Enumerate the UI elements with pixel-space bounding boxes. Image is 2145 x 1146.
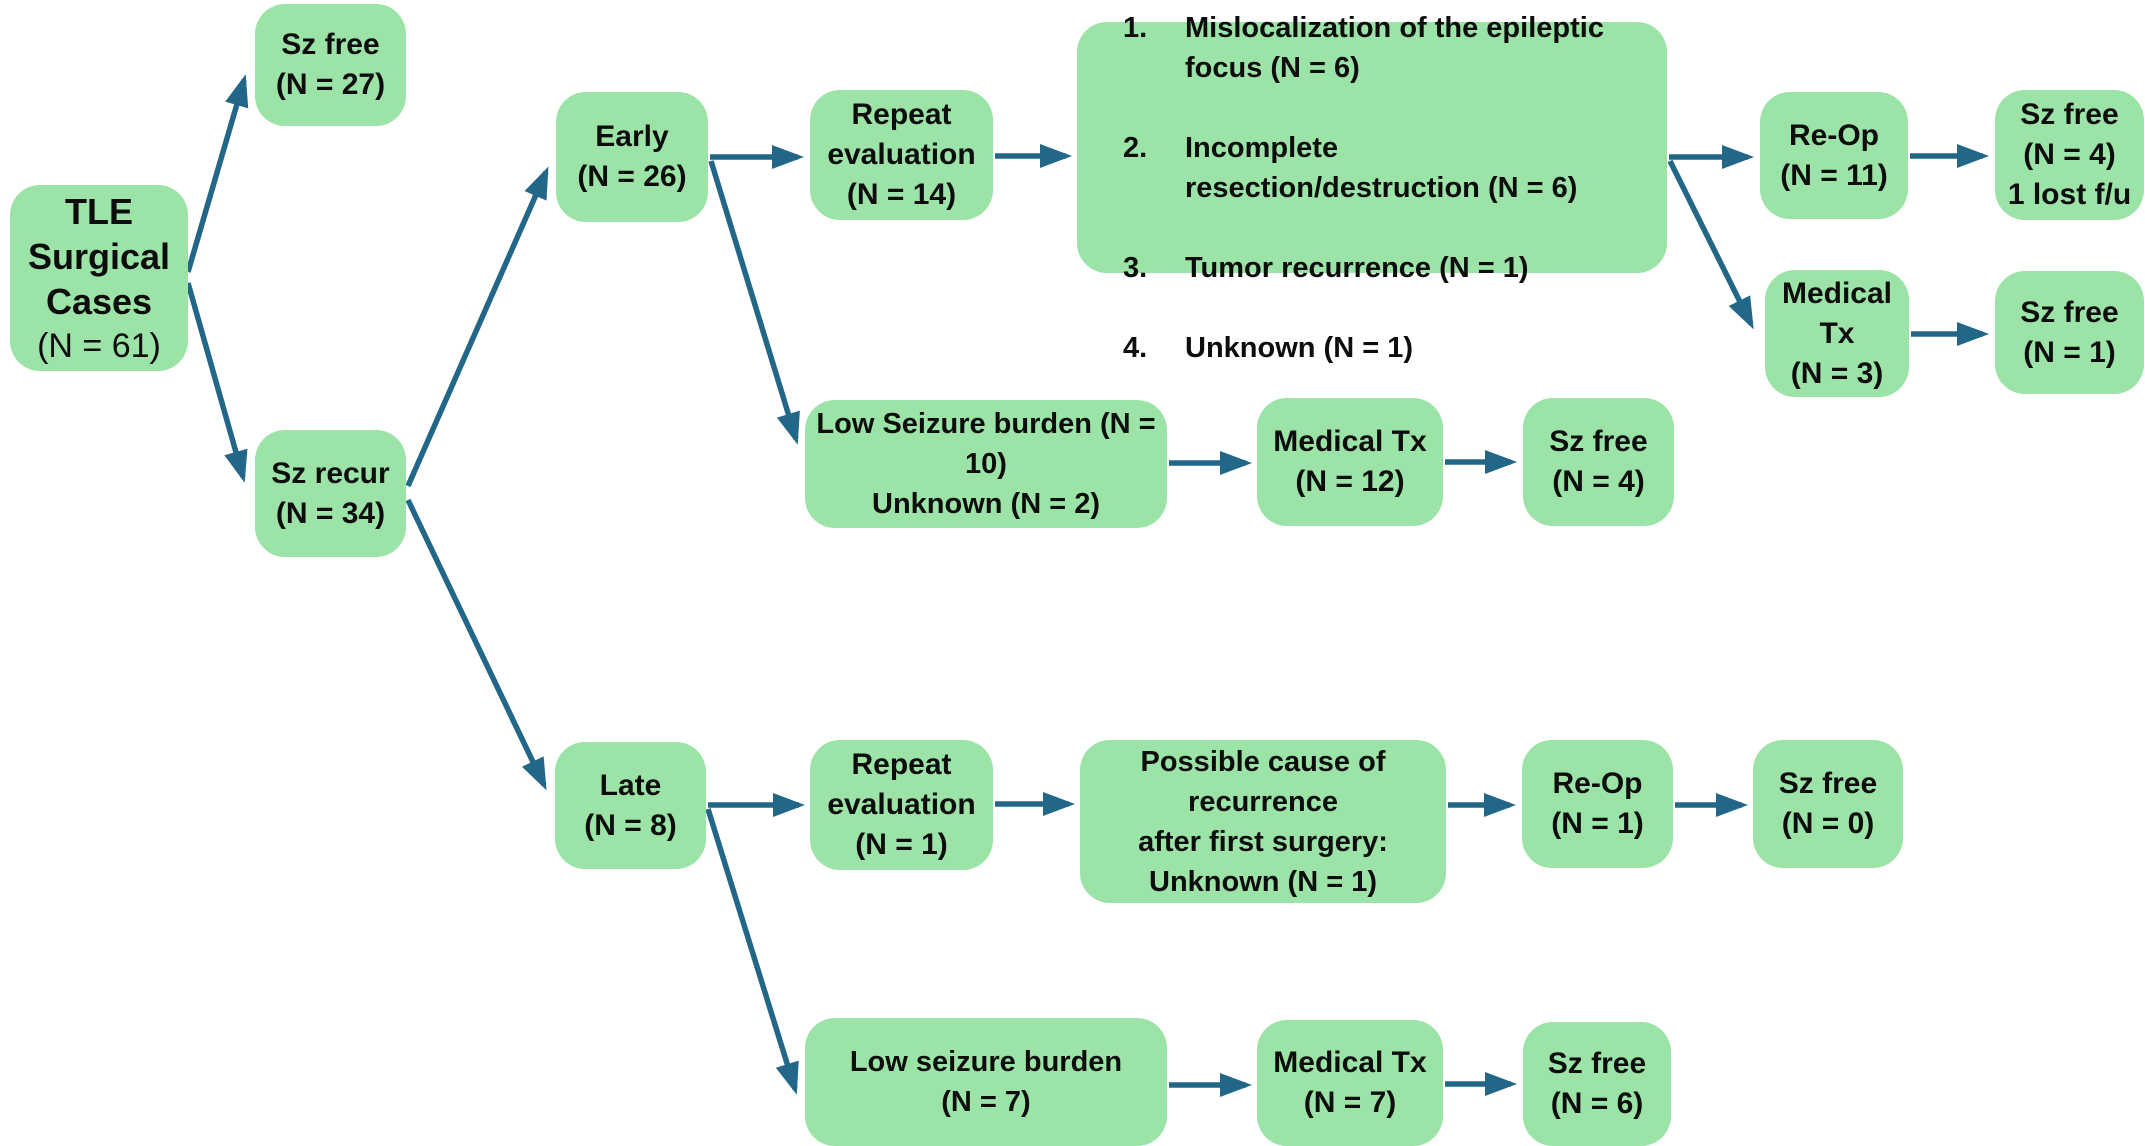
node-medical-tx-12: Medical Tx (N = 12)	[1257, 398, 1443, 526]
node-late-8: Late (N = 8)	[555, 742, 706, 869]
arrow-root-to-szfree27	[185, 74, 249, 273]
arrow-szrecur-to-early	[405, 166, 549, 488]
node-cause-late: Possible cause of recurrence after first…	[1080, 740, 1446, 903]
causes-list: Mislocalization of the epileptic focus (…	[1123, 0, 1637, 408]
node-sz-recur-34: Sz recur (N = 34)	[255, 430, 406, 557]
node-re-op-11: Re-Op (N = 11)	[1760, 92, 1908, 219]
node-sz-free-4: Sz free (N = 4)	[1523, 398, 1674, 526]
node-re-op-1: Re-Op (N = 1)	[1522, 740, 1673, 868]
node-medical-tx-3: Medical Tx (N = 3)	[1765, 270, 1909, 397]
node-sz-free-0: Sz free (N = 0)	[1753, 740, 1903, 868]
node-early-26: Early (N = 26)	[556, 92, 708, 222]
arrow-szrecur-to-late	[405, 498, 547, 791]
arrow-root-to-szrecur34	[185, 282, 248, 483]
node-low-seizure-burden-late: Low seizure burden (N = 7)	[805, 1018, 1167, 1146]
cause-item-1: Mislocalization of the epileptic focus (…	[1185, 11, 1604, 84]
arrow-causes-to-medtx3	[1667, 159, 1754, 330]
cause-item-4: Unknown (N = 1)	[1185, 331, 1413, 364]
node-medical-tx-7: Medical Tx (N = 7)	[1257, 1020, 1443, 1146]
node-repeat-evaluation-14: Repeat evaluation (N = 14)	[810, 90, 993, 220]
node-root: TLE Surgical Cases (N = 61)	[10, 185, 188, 371]
node-sz-free-4-lost: Sz free (N = 4) 1 lost f/u	[1995, 90, 2144, 220]
node-causes-early: Possible causes of recurrence after firs…	[1077, 12, 1667, 364]
cause-item-2: Incomplete resection/destruction (N = 6)	[1185, 131, 1578, 204]
arrow-late-to-lowburden7	[705, 808, 799, 1095]
arrow-early-to-lowburden	[708, 160, 800, 445]
node-sz-free-6: Sz free (N = 6)	[1523, 1022, 1671, 1146]
node-repeat-evaluation-1: Repeat evaluation (N = 1)	[810, 740, 993, 870]
node-root-title: TLE Surgical Cases	[27, 190, 171, 322]
node-sz-free-1: Sz free (N = 1)	[1995, 271, 2144, 394]
node-sz-free-27: Sz free (N = 27)	[255, 4, 406, 126]
node-low-seizure-burden-early: Low Seizure burden (N = 10) Unknown (N =…	[805, 400, 1167, 528]
cause-item-3: Tumor recurrence (N = 1)	[1185, 251, 1529, 284]
node-root-count: (N = 61)	[37, 326, 161, 365]
